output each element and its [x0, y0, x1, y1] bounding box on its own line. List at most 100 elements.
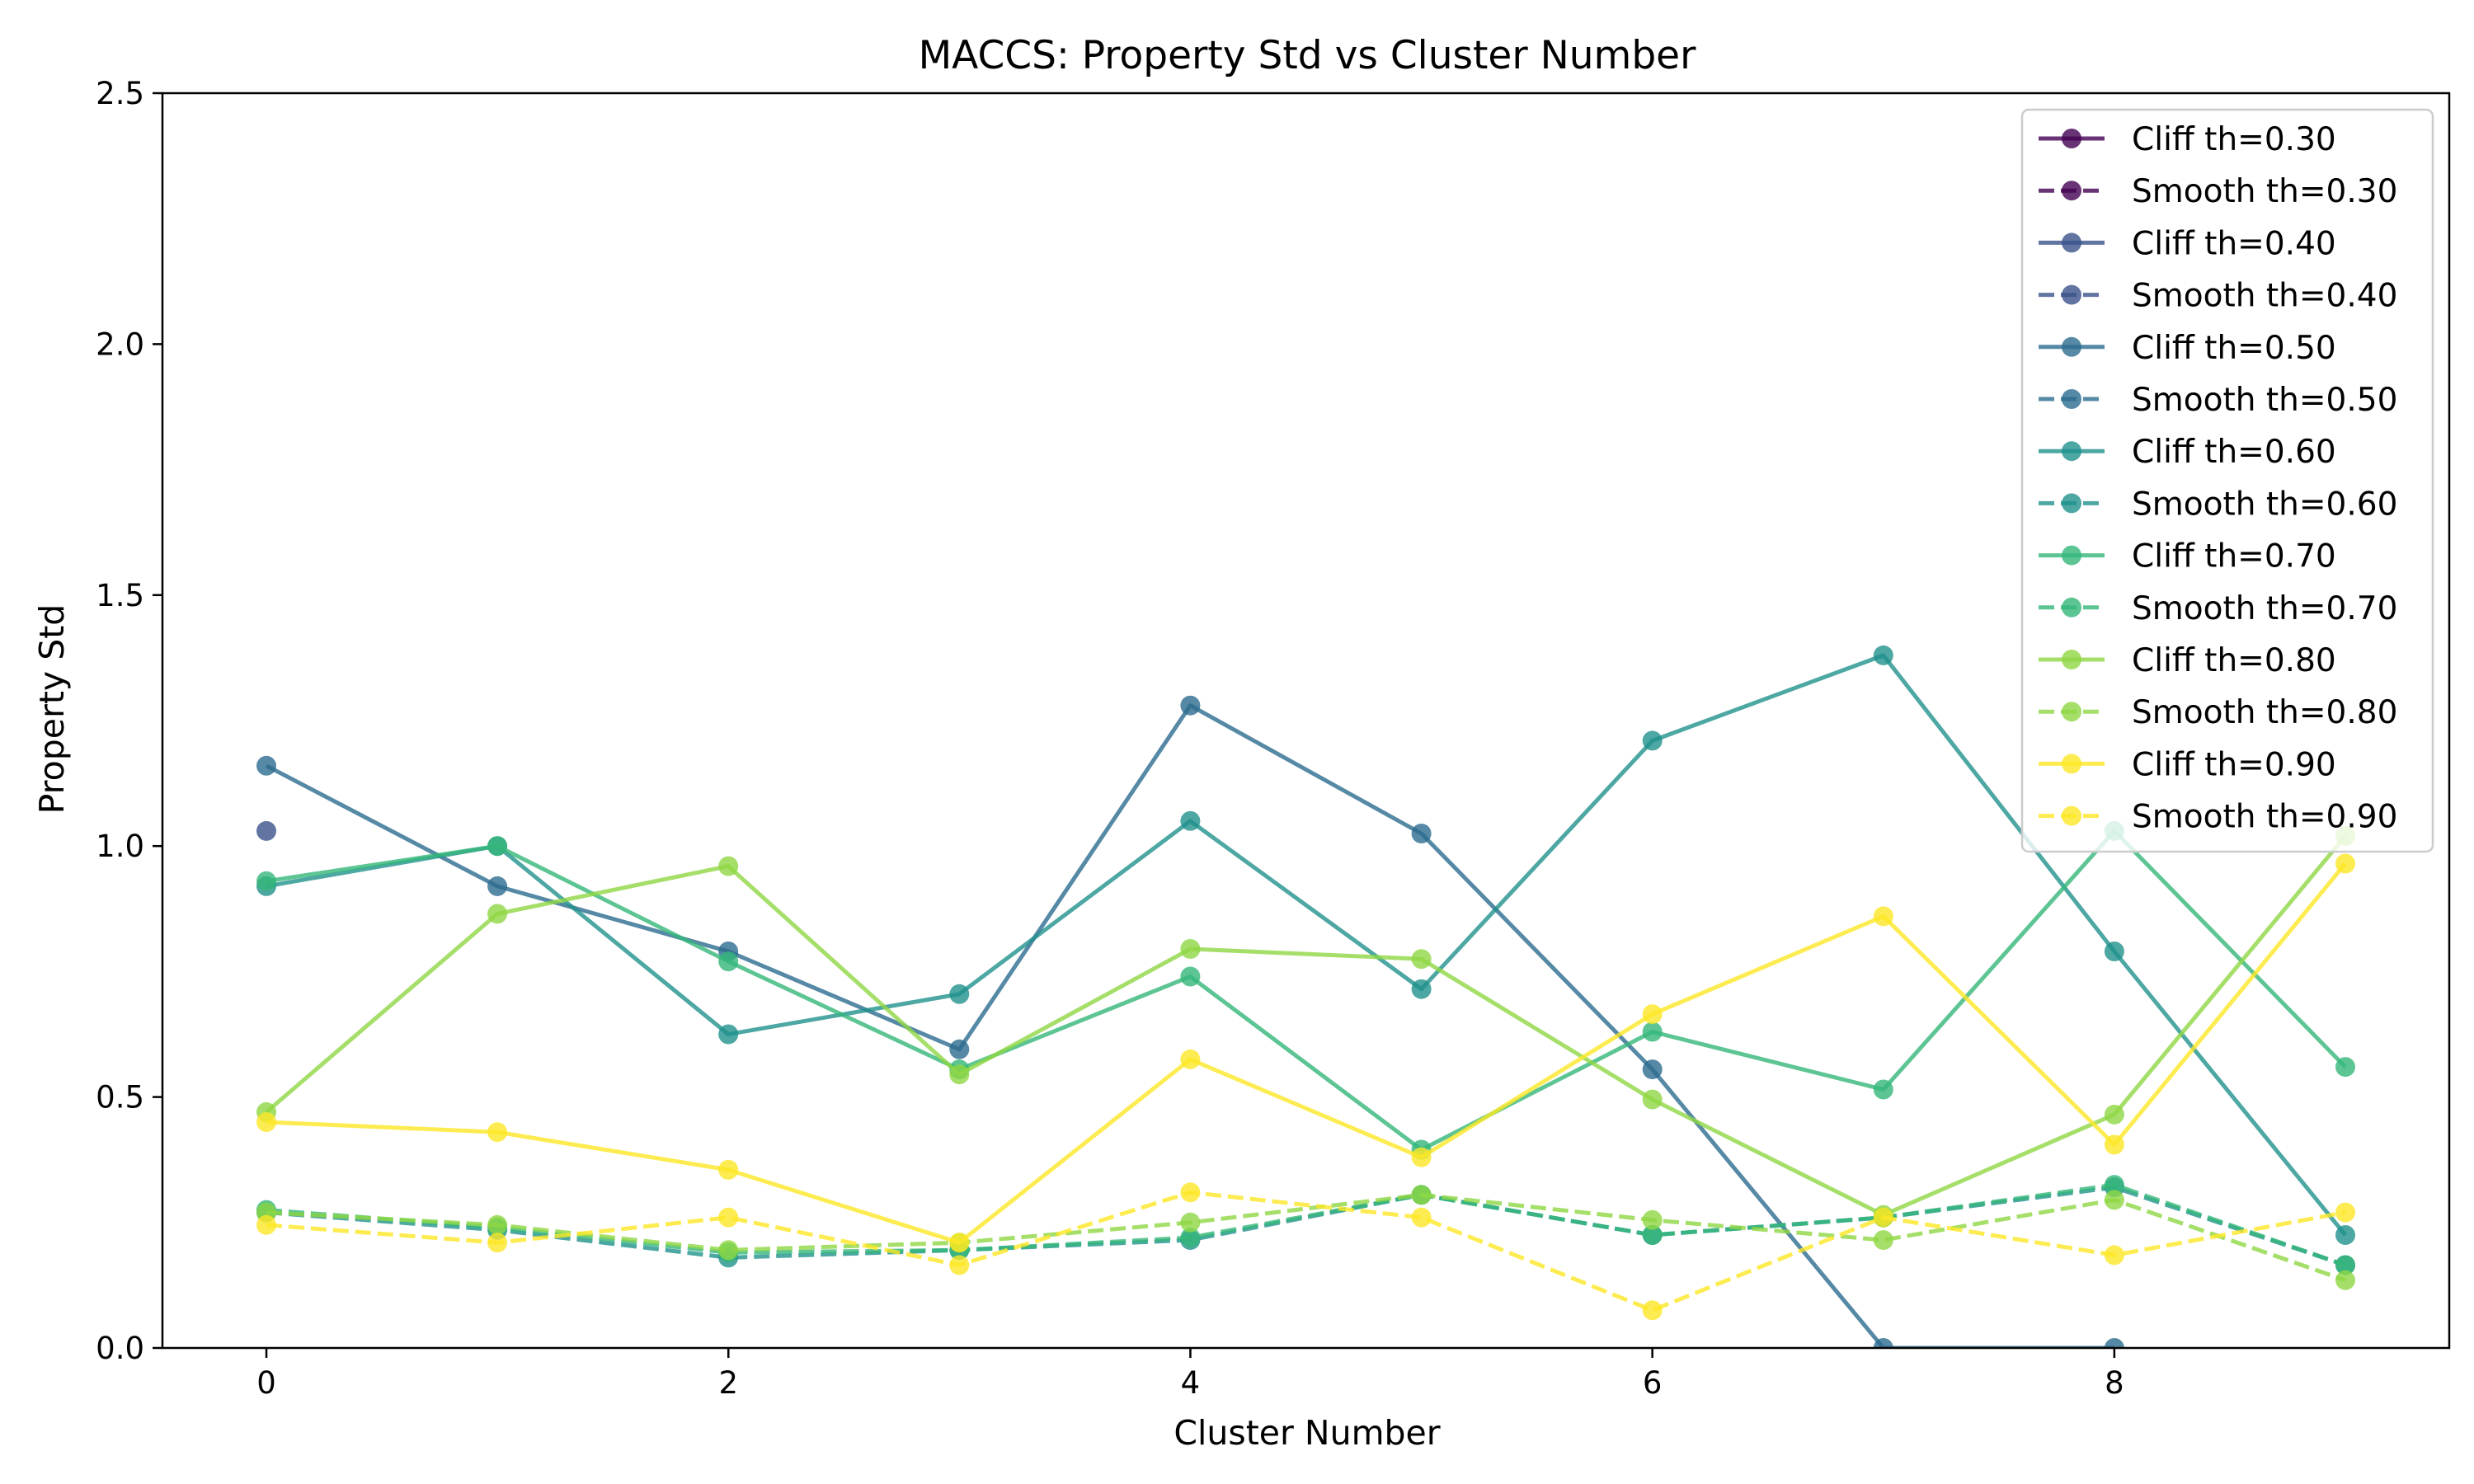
data-point	[2335, 1270, 2355, 1290]
y-tick-label: 0.5	[96, 1080, 144, 1115]
legend-marker	[2062, 389, 2081, 409]
data-point	[718, 1159, 739, 1180]
data-point	[1180, 810, 1201, 831]
data-point	[1642, 1209, 1663, 1230]
data-point	[487, 1122, 508, 1143]
legend-label: Smooth th=0.60	[2132, 486, 2397, 523]
chart-title: MACCS: Property Std vs Cluster Number	[919, 33, 1696, 78]
legend-label: Smooth th=0.80	[2132, 694, 2397, 731]
data-point	[2335, 853, 2355, 874]
y-tick-label: 1.0	[96, 829, 144, 864]
data-point	[1873, 1207, 1893, 1228]
data-point	[1642, 1300, 1663, 1321]
data-point	[2104, 1338, 2124, 1348]
data-point	[1411, 1207, 1432, 1228]
data-point	[1411, 979, 1432, 999]
data-point	[1642, 1089, 1663, 1110]
data-point	[1180, 1182, 1201, 1203]
legend-label: Cliff th=0.40	[2132, 225, 2336, 262]
data-point	[1411, 1147, 1432, 1167]
x-tick-label: 6	[1643, 1365, 1663, 1401]
series-13	[256, 853, 2355, 1253]
legend-marker	[2062, 754, 2081, 774]
data-point	[2104, 1134, 2124, 1155]
legend-label: Smooth th=0.40	[2132, 278, 2397, 315]
data-point	[1642, 1225, 1663, 1245]
data-point	[1180, 966, 1201, 987]
series-line	[266, 1182, 2346, 1267]
data-point	[2104, 1104, 2124, 1125]
data-point	[256, 1214, 276, 1235]
legend-label: Cliff th=0.90	[2132, 746, 2336, 783]
legend-label: Smooth th=0.70	[2132, 590, 2397, 627]
legend-marker	[2062, 232, 2081, 253]
legend-marker	[2062, 336, 2081, 357]
y-tick-label: 1.5	[96, 578, 144, 613]
data-point	[1411, 1185, 1432, 1205]
legend-label: Smooth th=0.30	[2132, 173, 2397, 210]
data-point	[2104, 942, 2124, 961]
legend-item: Cliff th=0.90	[2039, 746, 2336, 783]
data-point	[2335, 1057, 2355, 1078]
data-point	[1642, 1059, 1663, 1080]
plot-area	[256, 645, 2355, 1348]
legend-item: Smooth th=0.30	[2039, 173, 2397, 210]
legend-marker	[2062, 702, 2081, 722]
legend-marker	[2062, 181, 2081, 201]
legend-label: Cliff th=0.80	[2132, 642, 2336, 679]
data-point	[718, 856, 739, 876]
data-point	[487, 904, 508, 924]
series-14	[256, 1182, 2355, 1321]
data-point	[1642, 1004, 1663, 1025]
data-point	[256, 820, 276, 841]
legend-item: Smooth th=0.90	[2039, 799, 2397, 836]
legend-label: Cliff th=0.60	[2132, 434, 2336, 471]
legend-item: Cliff th=0.40	[2039, 225, 2336, 262]
data-point	[1873, 1079, 1893, 1100]
x-tick-label: 8	[2105, 1365, 2124, 1401]
data-point	[1180, 939, 1201, 959]
series-line	[266, 653, 2347, 1237]
legend-marker	[2062, 129, 2081, 148]
data-point	[1873, 906, 1893, 927]
legend-item: Cliff th=0.60	[2039, 434, 2336, 471]
legend-label: Smooth th=0.50	[2132, 382, 2397, 419]
data-point	[1180, 1212, 1201, 1233]
data-point	[1180, 695, 1201, 716]
series-line	[266, 829, 2347, 1152]
data-point	[949, 984, 970, 1004]
series-line	[265, 834, 2347, 1218]
data-point	[2104, 1175, 2124, 1195]
legend-marker	[2062, 284, 2081, 305]
data-point	[2104, 1190, 2124, 1210]
x-tick-label: 2	[718, 1365, 738, 1401]
legend-item: Smooth th=0.50	[2039, 382, 2397, 419]
legend-item: Smooth th=0.80	[2039, 694, 2397, 731]
data-point	[1873, 645, 1893, 665]
data-point	[949, 1039, 970, 1059]
data-point	[2335, 1225, 2355, 1245]
data-point	[487, 876, 508, 896]
data-point	[1411, 824, 1432, 843]
legend-label: Cliff th=0.30	[2132, 121, 2336, 158]
data-point	[2335, 1255, 2355, 1275]
legend: Cliff th=0.30 Smooth th=0.30 Cliff th=0.40…	[2020, 108, 2434, 853]
data-point	[1180, 1228, 1201, 1248]
legend-label: Cliff th=0.70	[2132, 538, 2336, 575]
data-point	[1873, 1230, 1893, 1251]
data-point	[1642, 730, 1663, 751]
data-point	[949, 1064, 970, 1085]
x-tick-label: 0	[256, 1365, 276, 1401]
x-tick-label: 4	[1181, 1365, 1201, 1401]
legend-box	[2020, 108, 2434, 853]
legend-label: Smooth th=0.90	[2132, 799, 2397, 836]
series-3	[256, 820, 276, 841]
series-line	[266, 1192, 2346, 1283]
data-point	[718, 951, 739, 972]
series-line	[266, 862, 2347, 1245]
data-point	[949, 1255, 970, 1275]
data-point	[1411, 949, 1432, 970]
legend-marker	[2062, 493, 2081, 514]
